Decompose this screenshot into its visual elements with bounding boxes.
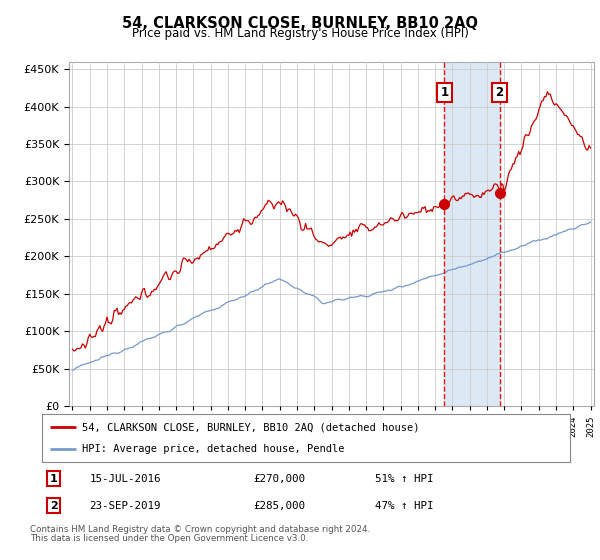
Text: Price paid vs. HM Land Registry's House Price Index (HPI): Price paid vs. HM Land Registry's House …: [131, 27, 469, 40]
Text: 51% ↑ HPI: 51% ↑ HPI: [374, 474, 433, 484]
Text: £270,000: £270,000: [253, 474, 305, 484]
Text: 2: 2: [50, 501, 58, 511]
Text: £285,000: £285,000: [253, 501, 305, 511]
Bar: [445, 62, 500, 406]
Text: 54, CLARKSON CLOSE, BURNLEY, BB10 2AQ: 54, CLARKSON CLOSE, BURNLEY, BB10 2AQ: [122, 16, 478, 31]
Text: 15-JUL-2016: 15-JUL-2016: [89, 474, 161, 484]
Text: 54, CLARKSON CLOSE, BURNLEY, BB10 2AQ (detached house): 54, CLARKSON CLOSE, BURNLEY, BB10 2AQ (d…: [82, 422, 419, 432]
Text: 1: 1: [440, 86, 449, 99]
Text: 23-SEP-2019: 23-SEP-2019: [89, 501, 161, 511]
Text: 1: 1: [50, 474, 58, 484]
Text: Contains HM Land Registry data © Crown copyright and database right 2024.: Contains HM Land Registry data © Crown c…: [30, 525, 370, 534]
Text: HPI: Average price, detached house, Pendle: HPI: Average price, detached house, Pend…: [82, 444, 344, 454]
Text: This data is licensed under the Open Government Licence v3.0.: This data is licensed under the Open Gov…: [30, 534, 308, 543]
Text: 47% ↑ HPI: 47% ↑ HPI: [374, 501, 433, 511]
Text: 2: 2: [496, 86, 503, 99]
